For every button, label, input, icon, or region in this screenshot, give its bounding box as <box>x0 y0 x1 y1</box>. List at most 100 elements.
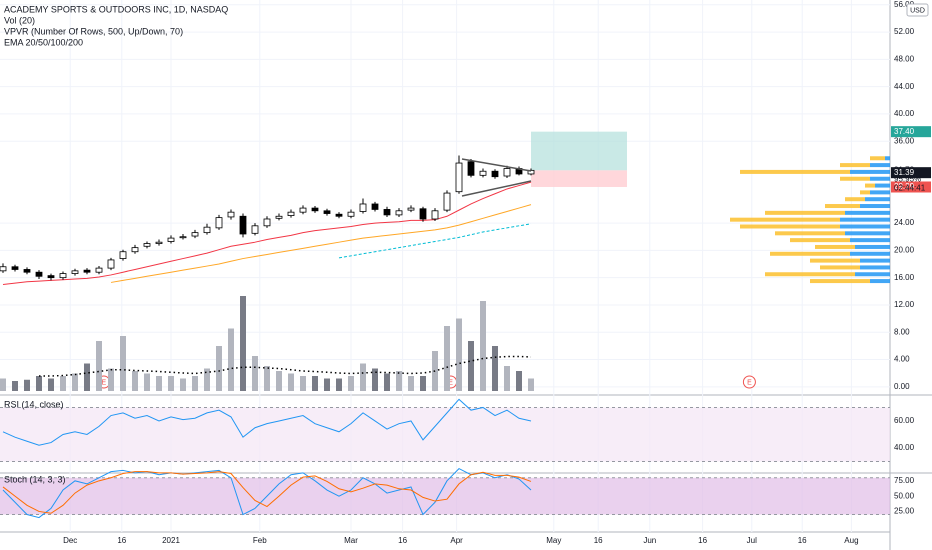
volume-bar <box>60 376 66 391</box>
profile-down <box>865 183 875 188</box>
price-label: 37.40 <box>894 127 915 136</box>
profile-up <box>850 251 890 256</box>
symbol-title: ACADEMY SPORTS & OUTDOORS INC, 1D, NASDA… <box>4 4 228 14</box>
profile-up <box>865 197 890 202</box>
profile-up <box>845 231 890 236</box>
profile-down <box>815 244 855 249</box>
candle-body <box>263 218 271 227</box>
profile-up <box>870 163 890 168</box>
y-tick-label: 75.00 <box>894 476 915 485</box>
y-tick-label: 50.00 <box>894 491 915 500</box>
volume-bar <box>480 301 486 391</box>
volume-bar <box>420 376 426 391</box>
x-tick-label: 16 <box>798 536 807 545</box>
y-tick-label: 4.00 <box>894 355 910 364</box>
volume-bar <box>240 296 246 391</box>
candle-body <box>443 192 451 211</box>
indicator-line <box>2 467 532 519</box>
profile-down <box>840 163 870 168</box>
x-tick-label: Aug <box>844 536 858 545</box>
candle-body <box>407 207 415 211</box>
volume-bar <box>444 326 450 391</box>
profile-up <box>885 156 890 161</box>
profile-down <box>770 251 850 256</box>
price-label-box <box>891 167 931 179</box>
candle-body <box>467 161 475 176</box>
volume-bar <box>48 378 54 391</box>
y-tick-label: 40.00 <box>894 109 915 118</box>
y-tick-label: 40.00 <box>894 443 915 452</box>
indicator-line <box>39 355 532 377</box>
earnings-label: E <box>448 379 453 386</box>
indicator-label: EMA 20/50/100/200 <box>4 37 83 47</box>
volume-bar <box>504 366 510 391</box>
x-tick-label: 16 <box>594 536 603 545</box>
y-tick-label: 0.00 <box>894 382 910 391</box>
indicator-line <box>2 471 532 514</box>
candle-body <box>11 266 19 270</box>
x-tick-label: Feb <box>253 536 267 545</box>
profile-up <box>860 265 890 270</box>
volume-bar <box>348 376 354 391</box>
volume-bar <box>372 368 378 391</box>
volume-bar <box>228 328 234 391</box>
profile-down <box>740 169 850 174</box>
x-tick-label: 16 <box>698 536 707 545</box>
volume-bar <box>132 371 138 391</box>
volume-bar <box>300 376 306 391</box>
candle-body <box>59 273 67 279</box>
candle-body <box>287 211 295 216</box>
candle-body <box>347 211 355 217</box>
volume-bar <box>216 346 222 391</box>
volume-bar <box>120 336 126 391</box>
price-label: 29.29 <box>894 182 915 191</box>
candle-body <box>299 207 307 213</box>
trend-line <box>461 158 532 172</box>
price-label-box <box>891 126 931 138</box>
volume-bar <box>528 378 534 391</box>
profile-down <box>820 265 860 270</box>
y-tick-label: 25.00 <box>894 507 915 516</box>
candle-body <box>323 210 331 214</box>
volume-bar <box>288 373 294 391</box>
earnings-label: E <box>747 379 752 386</box>
candle-body <box>155 241 163 244</box>
currency-box[interactable] <box>906 3 929 17</box>
profile-up <box>870 176 890 181</box>
candle-body <box>143 243 151 247</box>
indicator-line <box>338 223 532 259</box>
currency[interactable]: USD <box>910 7 925 14</box>
price-label: 31.39 <box>894 168 915 177</box>
profile-down <box>870 156 885 161</box>
indicator-line <box>2 181 532 285</box>
volume-bar <box>396 371 402 391</box>
candle-body <box>167 237 175 242</box>
candle-body <box>95 267 103 273</box>
volume-bar <box>336 378 342 391</box>
candle-body <box>383 209 391 216</box>
volume-bar <box>0 378 6 391</box>
candle-body <box>239 215 247 235</box>
candle-body <box>359 203 367 212</box>
last-price-info: 02:44:41 <box>894 183 926 192</box>
volume-bar <box>204 368 210 391</box>
profile-down <box>740 224 840 229</box>
x-tick-label: Dec <box>63 536 77 545</box>
volume-bar <box>72 373 78 391</box>
candle-body <box>419 208 427 220</box>
candle-body <box>35 271 43 277</box>
volume-bar <box>312 376 318 391</box>
profile-up <box>855 244 890 249</box>
candle-body <box>191 232 199 237</box>
profile-down <box>730 217 840 222</box>
candle-body <box>227 211 235 218</box>
volume-bar <box>516 371 522 391</box>
candle-body <box>23 269 31 273</box>
volume-bar <box>168 376 174 391</box>
volume-bar <box>84 363 90 391</box>
candle-body <box>0 266 7 272</box>
y-tick-label: 12.00 <box>894 300 915 309</box>
profile-down <box>845 197 865 202</box>
candle-body <box>503 168 511 177</box>
